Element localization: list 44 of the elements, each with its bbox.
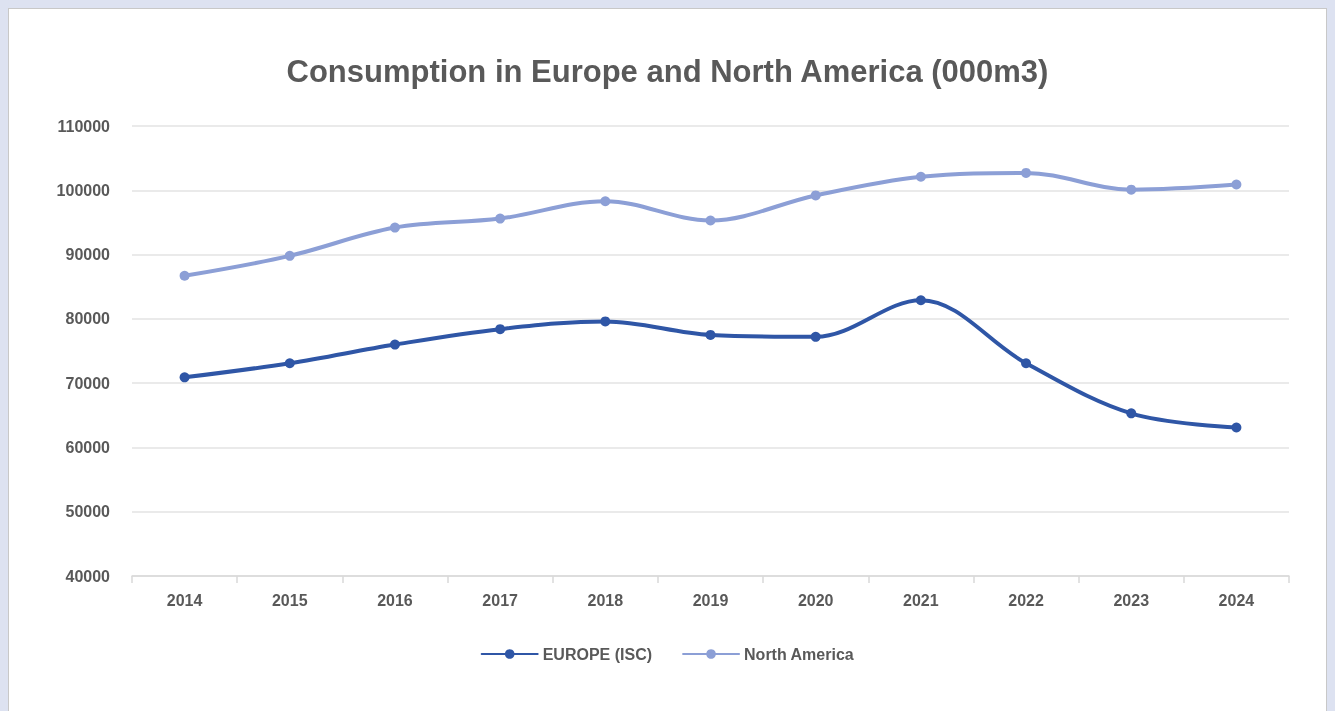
point [284,358,295,369]
point [1126,408,1137,419]
x-tick-label: 2016 [377,591,413,609]
point [705,329,716,340]
point [179,270,190,281]
y-tick-label: 110000 [57,117,111,135]
x-tick-label: 2021 [903,591,939,609]
point [600,196,611,207]
point [495,324,506,335]
y-tick-label: 60000 [65,438,111,456]
chart-title: Consumption in Europe and North America (000m3) [286,54,1049,89]
y-tick-label: 100000 [56,181,111,199]
x-tick-label: 2017 [482,591,519,609]
point [705,215,716,226]
point [179,372,190,383]
legend-label: North America [744,645,854,663]
point [810,190,821,201]
x-tick-label: 2018 [587,591,624,609]
x-tick-label: 2020 [797,591,834,609]
point [389,339,400,350]
y-tick-label: 40000 [65,567,111,585]
point [915,295,926,306]
point [495,213,506,224]
x-tick-label: 2019 [692,591,729,609]
y-tick-label: 80000 [65,310,111,328]
y-tick-label: 90000 [65,246,111,264]
x-tick-label: 2014 [166,591,203,609]
y-tick-label: 50000 [65,503,111,521]
x-tick-label: 2023 [1113,591,1150,609]
x-tick-label: 2015 [271,591,308,609]
x-tick-label: 2022 [1008,591,1044,609]
point [1021,358,1032,369]
y-tick-label: 70000 [65,374,111,392]
point [1126,184,1137,195]
point [389,222,400,233]
point [600,316,611,327]
point [1231,422,1242,433]
x-tick-label: 2024 [1218,591,1255,609]
point [810,331,821,342]
point [1021,167,1032,178]
point [915,171,926,182]
point [284,250,295,261]
legend-label: EUROPE (ISC) [542,645,653,663]
point [1231,179,1242,190]
